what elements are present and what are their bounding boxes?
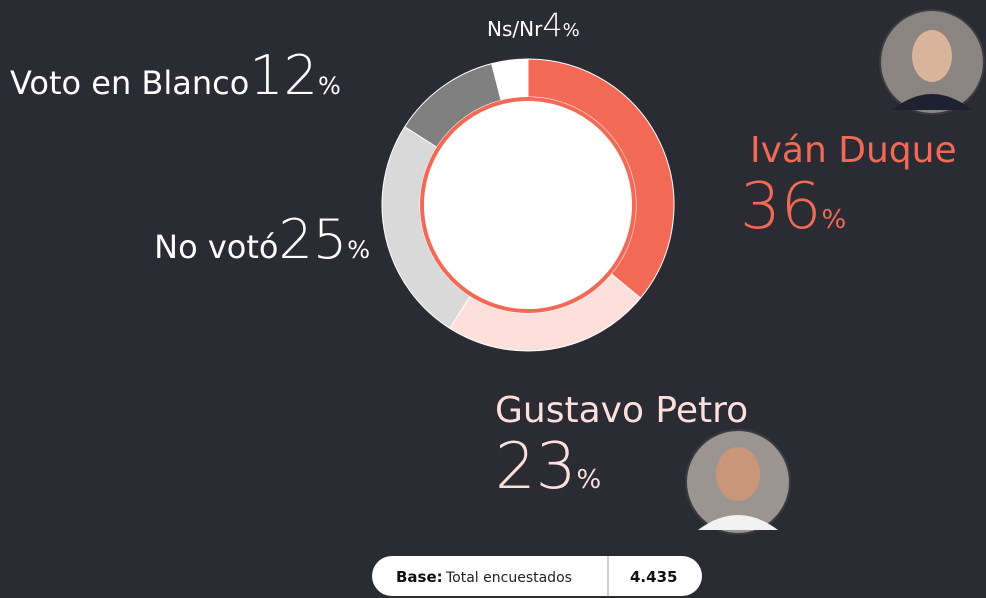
photo-petro <box>685 429 791 535</box>
value-unit: % <box>318 72 341 100</box>
value-number: 12 <box>249 44 318 107</box>
donut-center <box>420 97 636 313</box>
slice-text: Ns/Nr4% <box>487 6 580 44</box>
category-label: Ns/Nr <box>487 17 543 41</box>
photo-face <box>716 447 760 501</box>
value-unit: % <box>347 236 370 264</box>
photo-face <box>912 30 952 82</box>
base-text: Total encuestados <box>445 570 572 586</box>
value-label: 36% <box>740 170 846 244</box>
base-pill <box>372 556 702 596</box>
value-unit: % <box>563 20 580 41</box>
base-value: 4.435 <box>630 568 677 586</box>
category-label: No votó <box>154 228 278 266</box>
slice-label: Voto en Blanco12% <box>10 44 341 107</box>
slice-label: No votó25% <box>154 208 370 271</box>
value-label: 23% <box>495 430 601 504</box>
slice-text: No votó25% <box>154 208 370 271</box>
value-number: 4 <box>542 6 562 44</box>
value-number: 36 <box>740 170 821 244</box>
category-label: Voto en Blanco <box>10 64 249 102</box>
value-number: 23 <box>495 430 576 504</box>
slice-label: Ns/Nr4% <box>487 6 580 44</box>
value-unit: % <box>576 465 601 495</box>
value-number: 25 <box>278 208 347 271</box>
photo-duque <box>879 9 985 115</box>
slice-text: Voto en Blanco12% <box>10 44 341 107</box>
category-label: Gustavo Petro <box>495 390 748 431</box>
base-label: Base: <box>396 568 443 586</box>
base-box: Base: Total encuestados 4.435 <box>372 556 702 596</box>
photo-shirt <box>698 515 778 530</box>
photo-suit <box>892 94 972 110</box>
value-unit: % <box>821 205 846 235</box>
category-label: Iván Duque <box>750 130 957 171</box>
